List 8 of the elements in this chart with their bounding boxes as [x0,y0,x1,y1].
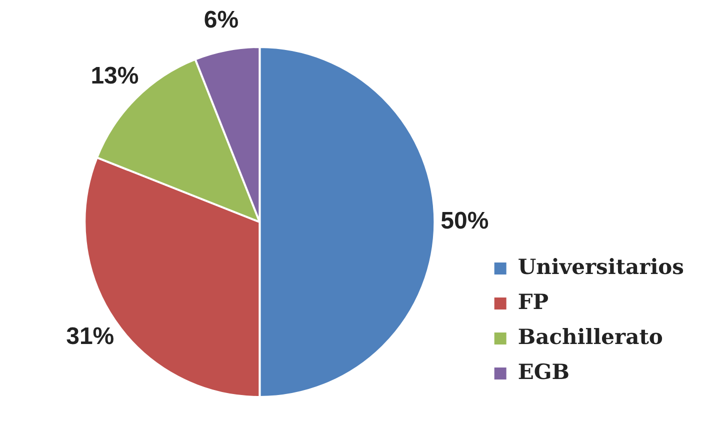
legend-label: Bachillerato [518,324,663,349]
data-label: 13% [90,62,139,90]
data-label: 31% [66,322,114,350]
data-label: 6% [204,6,239,34]
data-label: 50% [440,208,489,235]
legend-label: FP [518,288,549,314]
legend-label: Universitarios [518,254,684,279]
legend-label: EGB [518,358,570,384]
